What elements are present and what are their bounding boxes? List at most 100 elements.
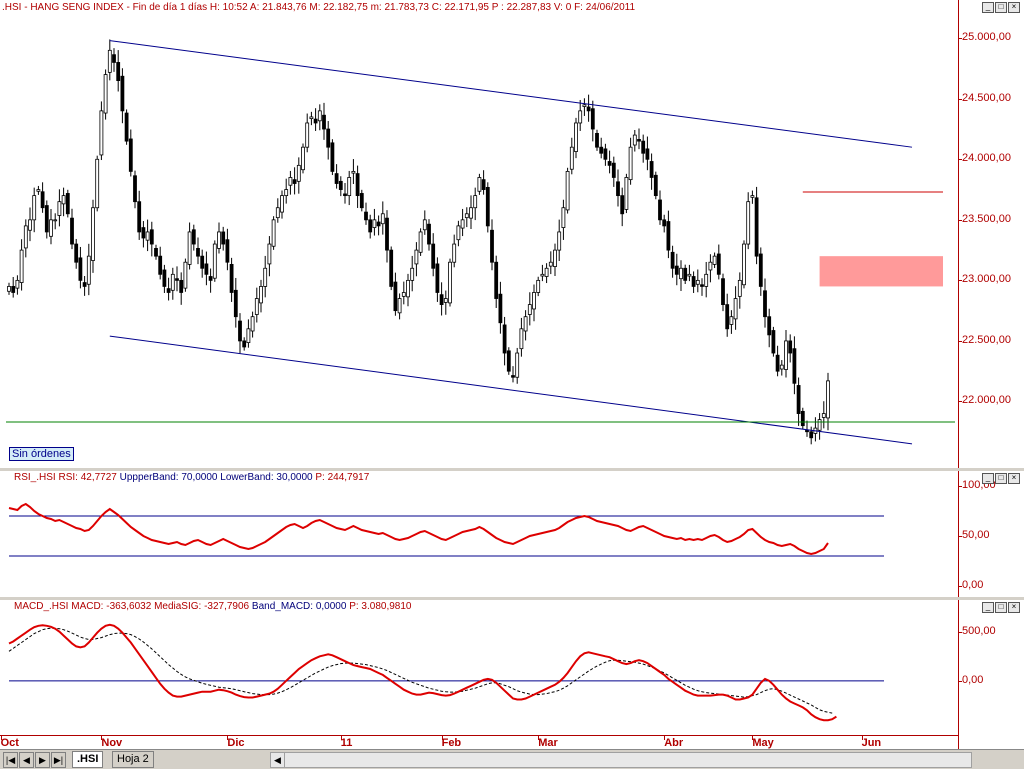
candle-body xyxy=(128,138,133,172)
y-tick-label: 22.000,00 xyxy=(962,394,1011,407)
candle-body xyxy=(149,229,154,245)
x-tick xyxy=(340,736,342,740)
price-chart xyxy=(6,39,955,445)
rsi-y-axis xyxy=(958,471,1024,597)
minimize-button[interactable]: _ xyxy=(982,473,994,484)
macd-chart xyxy=(8,623,884,722)
tab-hsi[interactable]: .HSI xyxy=(72,751,104,768)
candle-body xyxy=(15,279,20,289)
candle-body xyxy=(196,248,200,257)
candle-body xyxy=(809,431,814,439)
close-button[interactable]: × xyxy=(1008,602,1020,613)
candle-body xyxy=(422,219,427,231)
maximize-button[interactable]: □ xyxy=(995,602,1007,613)
symbol-label: .HSI - HANG SENG INDEX - Fin de día 1 dí… xyxy=(2,2,208,13)
candle-body xyxy=(779,364,784,370)
candle-body xyxy=(674,265,679,275)
rsi-upper-band: UppperBand: 70,0000 xyxy=(119,472,218,483)
candle-body xyxy=(124,112,129,142)
candle-body xyxy=(599,146,604,154)
candle-body xyxy=(414,249,419,265)
first-sheet-button[interactable]: |◀ xyxy=(3,752,18,768)
candle-body xyxy=(645,148,650,160)
candle-body xyxy=(485,186,490,227)
candle-body xyxy=(99,110,104,156)
orders-badge[interactable]: Sin órdenes xyxy=(9,447,74,461)
next-sheet-button[interactable]: ▶ xyxy=(35,752,50,768)
candle-body xyxy=(624,177,629,210)
y-tick xyxy=(958,631,962,633)
macd-title: MACD_.HSI MACD: -363,6032 MediaSIG: -327… xyxy=(14,601,411,612)
candle-body xyxy=(494,261,499,299)
candle-body xyxy=(595,132,599,148)
candle-body xyxy=(511,375,515,378)
macd-signal-line xyxy=(8,627,833,714)
y-tick-label: 0,00 xyxy=(962,579,984,591)
candle-body xyxy=(666,221,671,251)
price-zone xyxy=(819,256,943,287)
candle-body xyxy=(725,304,730,330)
candle-body xyxy=(309,116,314,120)
candle-body xyxy=(141,227,146,239)
candle-body xyxy=(561,207,566,228)
candle-body xyxy=(792,348,797,384)
candle-body xyxy=(515,352,520,378)
candle-body xyxy=(292,179,297,184)
candle-body xyxy=(473,195,478,209)
minimize-button[interactable]: _ xyxy=(982,602,994,613)
candle-body xyxy=(523,316,528,332)
candle-body xyxy=(733,298,738,320)
candle-body xyxy=(313,118,318,124)
channel-lower-line xyxy=(109,335,913,445)
candle-body xyxy=(296,164,301,182)
y-tick xyxy=(958,536,962,537)
candle-body xyxy=(32,195,37,221)
candle-body xyxy=(788,340,793,354)
date-readout: F: 24/06/2011 xyxy=(574,2,636,13)
minimize-button[interactable]: _ xyxy=(982,2,994,13)
candle-body xyxy=(620,195,625,215)
scroll-left-arrow-icon[interactable]: ◀ xyxy=(271,753,285,767)
y-tick-label: 22.500,00 xyxy=(962,333,1011,346)
candle-body xyxy=(742,243,746,286)
candle-body xyxy=(632,134,637,146)
candle-body xyxy=(250,316,255,332)
candle-body xyxy=(758,253,763,287)
candle-body xyxy=(271,219,276,247)
y-tick xyxy=(958,159,962,161)
close-button[interactable]: × xyxy=(1008,473,1020,484)
price-pane: 22.000,00 22.500,00 23.000,00 23.500,00 24.0… xyxy=(0,0,1024,468)
candle-body xyxy=(187,231,192,265)
maximize-button[interactable]: □ xyxy=(995,2,1007,13)
candle-body xyxy=(574,122,578,152)
candle-body xyxy=(204,263,209,275)
maximize-button[interactable]: □ xyxy=(995,473,1007,484)
candle-body xyxy=(74,243,79,263)
last-sheet-button[interactable]: ▶| xyxy=(51,752,66,768)
candle-body xyxy=(393,281,398,312)
pane-separator[interactable] xyxy=(0,468,1024,471)
y-tick xyxy=(958,680,962,682)
candle-body xyxy=(376,221,381,227)
candle-body xyxy=(334,173,339,184)
candle-body xyxy=(284,189,289,197)
tab-hoja-2[interactable]: Hoja 2 xyxy=(112,751,154,768)
candle-body xyxy=(540,273,545,277)
pane-separator[interactable] xyxy=(0,597,1024,600)
y-tick xyxy=(958,340,962,342)
candle-body xyxy=(372,219,377,228)
close-button[interactable]: × xyxy=(1008,2,1020,13)
candle-body xyxy=(254,298,259,315)
y-tick-label: 50,00 xyxy=(962,529,990,541)
x-tick-label: Oct xyxy=(0,737,19,749)
candle-body xyxy=(637,139,641,142)
candle-body xyxy=(233,289,238,318)
horizontal-scrollbar[interactable]: ◀ xyxy=(270,752,972,768)
candle-body xyxy=(208,276,213,281)
candle-body xyxy=(628,146,633,181)
candle-body xyxy=(65,193,70,215)
rsi-line xyxy=(8,502,829,556)
candle-body xyxy=(456,225,461,241)
prev-sheet-button[interactable]: ◀ xyxy=(19,752,34,768)
y-tick-label: 0,00 xyxy=(962,673,984,686)
